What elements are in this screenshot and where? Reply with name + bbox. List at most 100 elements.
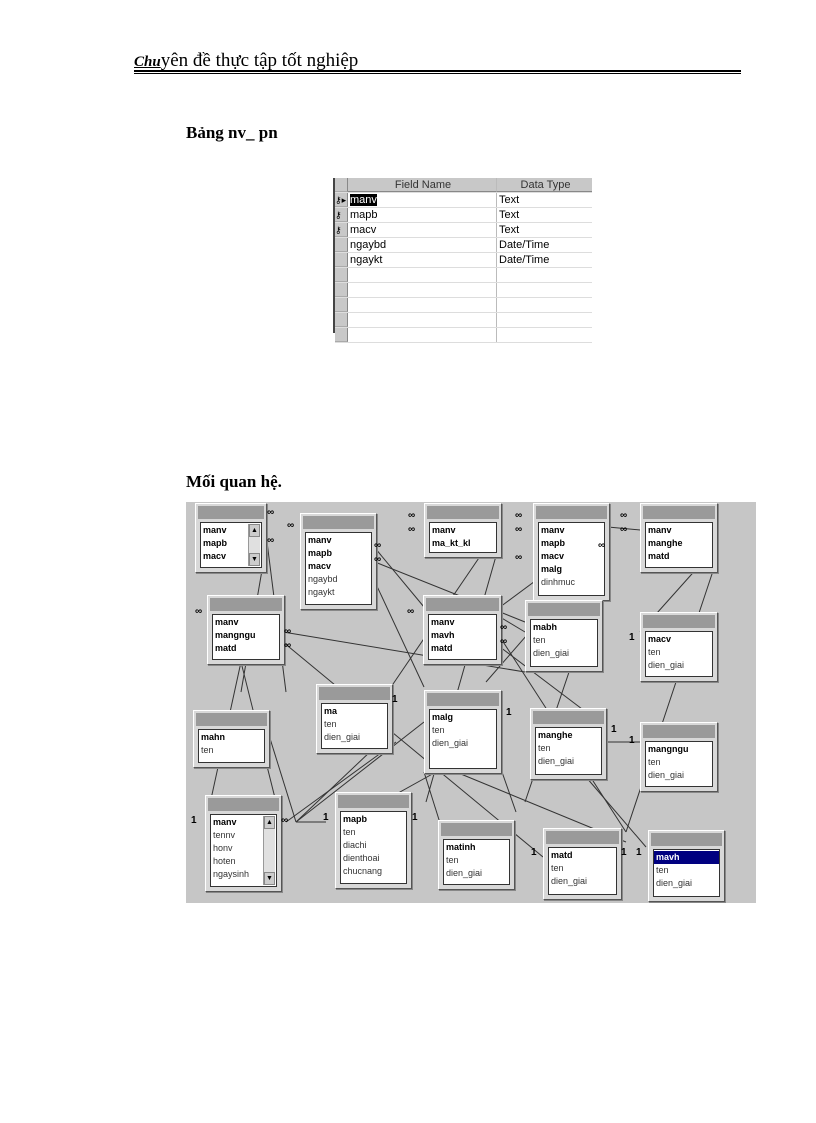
field-item[interactable]: macv [541,551,565,561]
table-title-bar[interactable] [528,603,600,616]
field-item[interactable]: manghe [648,538,683,548]
field-name-cell[interactable] [348,328,497,342]
field-item[interactable]: ten [648,757,661,767]
table-title-bar[interactable] [536,506,607,519]
field-item[interactable]: mapb [203,538,228,548]
table-box[interactable]: mapb ten diachi dienthoai chucnang [335,792,412,889]
table-box[interactable]: manv mapb macv malg dinhmuc [533,503,610,601]
table-row[interactable]: ⚷ mapb Text [335,208,592,223]
field-item[interactable]: ten [343,827,356,837]
field-list[interactable]: manghe ten dien_giai [535,727,602,775]
field-item[interactable]: dinhmuc [541,577,576,587]
table-title-bar[interactable] [643,615,715,628]
field-item[interactable]: ngaybd [308,574,338,584]
field-item[interactable]: matd [648,551,670,561]
field-list[interactable]: manv tennv honv hoten ngaysinh ▲ ▼ [210,814,277,887]
field-item[interactable]: matd [551,850,573,860]
field-item[interactable]: ngaykt [308,587,335,597]
data-type-cell[interactable] [497,298,592,312]
field-item[interactable]: matd [431,643,453,653]
relationship-line[interactable] [282,631,526,673]
table-box[interactable]: manv ma_kt_kl [424,503,502,558]
field-item[interactable]: ngaysinh [213,869,250,879]
field-list[interactable]: manv mapb macv ▲ ▼ [200,522,262,568]
field-item[interactable]: macv [648,634,672,644]
field-item[interactable]: mabh [533,622,558,632]
data-type-cell[interactable]: Text [499,194,520,206]
field-item[interactable]: dien_giai [551,876,588,886]
table-title-bar[interactable] [303,516,374,529]
field-list[interactable]: manv mavh matd [428,614,497,660]
table-box[interactable]: matd ten dien_giai [543,828,622,900]
field-item[interactable]: tennv [213,830,236,840]
table-row[interactable]: ⚷ macv Text [335,223,592,238]
relationship-line[interactable] [295,721,425,823]
row-selector[interactable] [335,268,348,282]
field-list[interactable]: mapb ten diachi dienthoai chucnang [340,811,407,884]
table-row[interactable] [335,298,592,313]
table-row[interactable]: ngaybd Date/Time [335,238,592,253]
field-item[interactable]: mangngu [215,630,256,640]
field-list[interactable]: manv mapb macv malg dinhmuc [538,522,605,596]
field-item[interactable]: macv [203,551,227,561]
table-box[interactable]: mabh ten dien_giai [525,600,603,672]
table-title-bar[interactable] [643,725,715,738]
table-box[interactable]: manv mapb macv ▲ ▼ [195,503,267,573]
table-box[interactable]: malg ten dien_giai [424,690,502,774]
row-selector[interactable] [335,313,348,327]
field-list[interactable]: mabh ten dien_giai [530,619,598,667]
field-name-cell[interactable] [348,268,497,282]
table-box[interactable]: manghe ten dien_giai [530,708,607,780]
row-selector[interactable] [335,253,348,267]
table-box[interactable]: mavh ten dien_giai [648,830,725,902]
field-name-cell[interactable]: manv [348,193,497,207]
field-item[interactable]: manghe [538,730,573,740]
field-item[interactable]: ten [432,725,445,735]
relationship-line[interactable] [374,547,425,608]
table-title-bar[interactable] [210,598,282,611]
scrollbar[interactable]: ▲ ▼ [263,816,275,885]
field-list[interactable]: matd ten dien_giai [548,847,617,895]
field-item[interactable]: dien_giai [648,770,685,780]
table-row[interactable]: ⚷▸ manv Text [335,193,592,208]
table-title-bar[interactable] [208,798,279,811]
table-box[interactable]: manv mangngu matd [207,595,285,665]
row-selector[interactable] [335,298,348,312]
row-selector[interactable] [335,328,348,342]
field-list[interactable]: matinh ten dien_giai [443,839,510,885]
field-name-cell[interactable]: mapb [348,208,497,222]
row-selector[interactable] [335,238,348,252]
field-item[interactable]: ten [533,635,546,645]
relationship-line[interactable] [374,581,425,688]
field-item[interactable]: malg [432,712,454,722]
table-box[interactable]: macv ten dien_giai [640,612,718,682]
table-title-bar[interactable] [643,506,715,519]
table-title-bar[interactable] [198,506,264,519]
field-item[interactable]: mapb [541,538,566,548]
field-item[interactable]: ma [324,706,338,716]
relationship-line[interactable] [585,776,647,848]
field-item[interactable]: dien_giai [538,756,575,766]
field-item[interactable]: mangngu [648,744,689,754]
field-list[interactable]: manv mapb macv ngaybd ngaykt [305,532,372,605]
table-title-bar[interactable] [338,795,409,808]
row-selector[interactable] [335,283,348,297]
data-type-cell[interactable]: Text [499,209,520,221]
table-box[interactable]: mangngu ten dien_giai [640,722,718,792]
field-item[interactable]: manv [213,817,237,827]
field-item[interactable]: manv [431,617,455,627]
field-item[interactable]: ten [656,865,669,875]
field-item[interactable]: ten [551,863,564,873]
data-type-cell[interactable] [497,328,592,342]
field-name-cell[interactable]: ngaykt [348,253,497,267]
table-title-bar[interactable] [441,823,512,836]
relationship-line[interactable] [499,646,587,713]
field-list[interactable]: mavh ten dien_giai [653,849,720,897]
relationships-diagram[interactable]: manv mapb macv ▲ ▼ manv mapb macv ngaybd ngaykt ma… [186,502,756,903]
field-item[interactable]: ten [446,855,459,865]
table-box[interactable]: manv manghe matd [640,503,718,573]
table-row[interactable] [335,268,592,283]
table-row[interactable]: ngaykt Date/Time [335,253,592,268]
field-name-cell[interactable]: macv [348,223,497,237]
data-type-cell[interactable] [497,268,592,282]
